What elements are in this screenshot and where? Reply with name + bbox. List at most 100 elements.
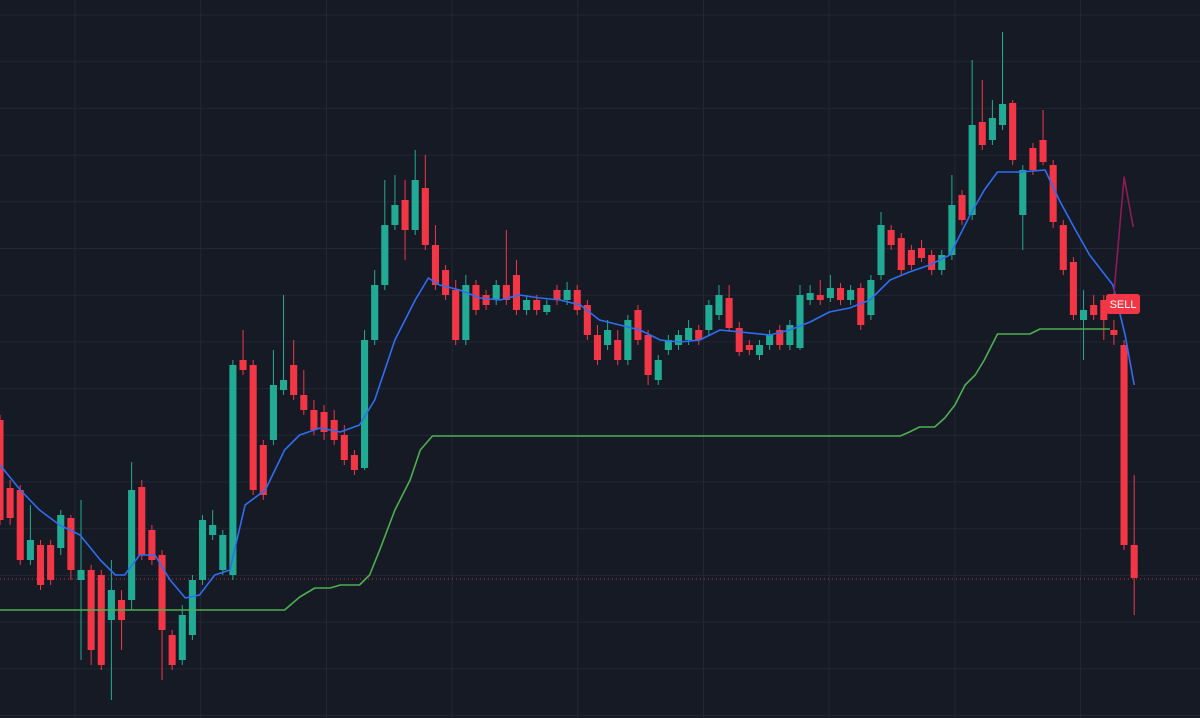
candle-body [1049,165,1057,222]
candle-body [1039,140,1047,162]
candle-body [1019,170,1027,215]
indicator-line [0,169,1135,599]
candle-body [77,570,85,580]
candle-body [280,380,288,390]
signal-label: SELL [1110,299,1137,311]
candle-body [411,180,419,230]
candle-body [401,200,409,230]
candle-body [583,305,591,335]
candle-body [1130,545,1138,578]
candle-body [897,238,905,270]
candle-body [421,188,429,245]
candle-body [745,345,753,350]
candle-body [695,330,703,340]
indicator-line [0,328,1110,611]
candle-body [624,320,632,360]
candle-body [482,295,490,305]
candle-body [573,290,581,310]
candle-body [512,275,520,310]
candle-body [1069,262,1077,315]
candle-body [452,290,460,340]
candle-body [786,325,794,345]
candle-body [320,412,328,432]
candle-body [958,195,966,220]
candle-body [26,540,34,560]
candle-body [877,225,885,275]
candle-body [968,125,976,215]
candle-body [371,285,379,340]
candle-body [776,330,784,345]
plot-area: SELL [0,32,1200,700]
candle-body [614,340,622,360]
candle-body [998,104,1007,125]
candle-body [0,420,4,520]
candle-body [128,490,136,600]
candle-body [57,515,65,548]
candle-body [219,535,227,570]
candle-body [107,590,115,620]
candle-body [948,205,956,255]
candle-body [138,487,146,555]
candle-body [1059,225,1067,270]
candle-body [259,445,267,495]
signal-marker [1106,294,1141,314]
candle-body [391,205,399,225]
candle-body [97,575,105,665]
candle-body [766,335,774,345]
candle-body [249,365,257,490]
candle-body [381,225,389,285]
candle-body [533,300,541,310]
candle-body [310,410,318,430]
candle-body [502,285,510,300]
candle-body [654,360,662,380]
candle-body [361,340,369,468]
candle-body [806,293,814,300]
candle-body [847,290,855,300]
candle-body [1110,330,1118,335]
candle-body [6,488,14,518]
candle-body [492,285,500,300]
candle-body [198,520,207,580]
candle-body [67,518,75,570]
candle-body [168,635,176,665]
candle-body [1100,300,1108,320]
candle-body [938,255,946,270]
candle-body [553,290,561,300]
candle-body [857,288,865,325]
candle-body [826,288,834,298]
candle-body [269,385,277,440]
candle-body [148,530,156,560]
candle-body [523,300,531,310]
candle-body [664,340,672,350]
candle-body [1120,345,1128,545]
candle-body [917,248,926,258]
candle-body [816,295,824,300]
candle-body [1080,310,1088,320]
candle-body [1009,103,1017,160]
candle-body [907,250,915,265]
candle-body [644,335,652,375]
candle-body [563,290,571,300]
candle-body [685,328,693,340]
candle-body [350,455,358,470]
candle-body [472,285,480,310]
candle-body [593,335,602,360]
candle-body [978,122,986,145]
candle-body [1029,148,1037,170]
indicator-line [1112,176,1134,306]
candle-body [867,280,875,315]
candle-body [715,295,723,315]
candle-body [796,295,804,348]
candle-body [442,270,450,295]
candle-body [887,230,895,245]
candle-body [300,395,308,410]
candle-body [1090,305,1098,315]
candle-body [755,345,764,355]
candle-body [674,335,683,345]
candle-body [705,305,713,330]
candle-body [604,330,612,345]
candle-body [340,435,348,460]
